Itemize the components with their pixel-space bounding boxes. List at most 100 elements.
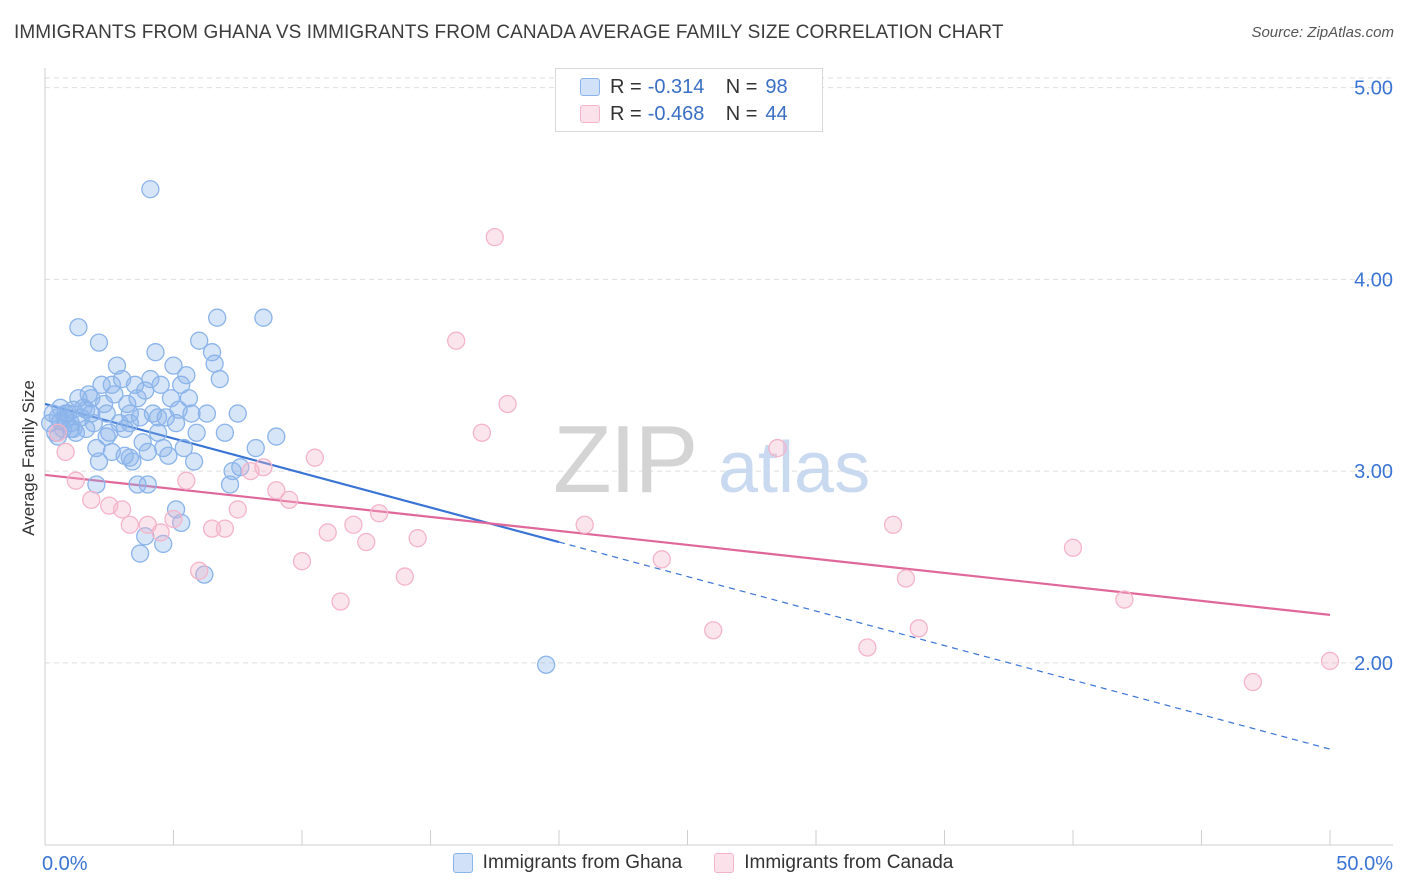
point-ghana bbox=[120, 413, 139, 433]
point-ghana bbox=[174, 438, 193, 458]
point-canada bbox=[177, 471, 196, 490]
gridlines bbox=[45, 77, 1393, 664]
chart-source: Source: ZipAtlas.com bbox=[1251, 24, 1394, 41]
point-ghana bbox=[537, 655, 556, 674]
y-tick-label: 3.00 bbox=[1354, 461, 1393, 483]
point-ghana bbox=[267, 427, 286, 446]
chart-title: IMMIGRANTS FROM GHANA VS IMMIGRANTS FROM… bbox=[14, 22, 1004, 43]
point-ghana bbox=[197, 404, 217, 423]
n-label: N = bbox=[725, 75, 758, 98]
y-tick-label: 5.00 bbox=[1354, 78, 1393, 100]
point-canada bbox=[279, 490, 299, 510]
point-canada bbox=[82, 490, 101, 510]
point-ghana bbox=[246, 438, 265, 458]
point-canada bbox=[254, 458, 273, 477]
point-ghana bbox=[141, 369, 160, 389]
watermark-atlas: atlas bbox=[718, 428, 870, 508]
point-ghana bbox=[166, 413, 186, 433]
point-canada bbox=[485, 228, 504, 247]
point-ghana bbox=[151, 375, 170, 394]
point-ghana bbox=[210, 369, 229, 389]
point-ghana bbox=[120, 404, 139, 423]
point-ghana bbox=[187, 423, 206, 442]
legend-swatch-ghana bbox=[452, 853, 473, 873]
point-ghana bbox=[184, 452, 204, 471]
legend-label-canada: Immigrants from Canada bbox=[744, 852, 954, 873]
point-ghana bbox=[177, 366, 196, 385]
point-ghana bbox=[154, 534, 173, 554]
point-canada bbox=[267, 481, 286, 500]
point-canada bbox=[292, 552, 312, 571]
point-ghana bbox=[102, 375, 121, 394]
ghana-swatch bbox=[580, 78, 600, 96]
watermark-zip: ZIP bbox=[553, 406, 696, 513]
point-ghana bbox=[82, 389, 101, 408]
point-ghana bbox=[215, 423, 235, 442]
point-ghana bbox=[138, 442, 157, 462]
n-value-ghana: 98 bbox=[765, 75, 788, 98]
legend-label-ghana: Immigrants from Ghana bbox=[482, 852, 683, 873]
point-canada bbox=[472, 423, 492, 442]
point-ghana bbox=[97, 404, 116, 423]
point-ghana bbox=[141, 180, 160, 199]
point-canada bbox=[1320, 651, 1340, 671]
point-canada bbox=[318, 523, 337, 542]
y-axis-label: Average Family Size bbox=[19, 380, 38, 536]
point-ghana bbox=[97, 427, 116, 446]
n-label: N = bbox=[725, 102, 758, 125]
point-ghana bbox=[138, 475, 157, 494]
point-canada bbox=[896, 569, 916, 588]
point-canada bbox=[66, 471, 85, 490]
point-ghana bbox=[159, 446, 178, 465]
point-canada bbox=[331, 592, 350, 611]
legend-swatch-canada bbox=[714, 853, 735, 873]
point-canada bbox=[190, 561, 209, 580]
correlation-stats-box: R = -0.314 N = 98 R = -0.468 N = 44 bbox=[555, 68, 823, 132]
r-label: R = bbox=[610, 102, 642, 125]
point-canada bbox=[305, 448, 325, 467]
point-ghana bbox=[208, 308, 227, 327]
point-canada bbox=[1115, 590, 1134, 609]
point-ghana bbox=[148, 408, 168, 427]
point-ghana bbox=[164, 356, 183, 375]
n-value-canada: 44 bbox=[765, 102, 788, 125]
point-canada bbox=[447, 331, 466, 350]
r-value-ghana: -0.314 bbox=[647, 75, 705, 98]
point-ghana bbox=[76, 400, 96, 419]
point-ghana bbox=[220, 475, 240, 494]
point-canada bbox=[652, 550, 671, 569]
point-canada bbox=[164, 509, 183, 529]
point-ghana bbox=[182, 404, 201, 423]
point-ghana bbox=[92, 375, 111, 394]
data-points bbox=[40, 180, 1340, 692]
y-tick-label: 4.00 bbox=[1354, 269, 1393, 291]
r-value-canada: -0.468 bbox=[647, 102, 705, 125]
point-canada bbox=[120, 515, 139, 534]
point-ghana bbox=[202, 343, 222, 362]
trend-line-ghana bbox=[44, 402, 560, 544]
point-canada bbox=[357, 532, 376, 552]
legend-item-ghana[interactable]: Immigrants from Ghana bbox=[452, 852, 683, 874]
axes bbox=[44, 68, 1393, 846]
trend-line-canada bbox=[44, 473, 1331, 616]
point-ghana bbox=[179, 389, 199, 408]
point-ghana bbox=[87, 475, 106, 494]
trend-lines bbox=[44, 402, 1331, 750]
legend-item-canada[interactable]: Immigrants from Canada bbox=[714, 852, 953, 874]
point-ghana bbox=[107, 356, 127, 375]
point-ghana bbox=[254, 308, 273, 327]
stats-row-ghana: R = -0.314 N = 98 bbox=[556, 73, 788, 101]
tick-labels: 2.00 3.00 4.00 5.00 0.0% 50.0% bbox=[42, 78, 1393, 875]
point-canada bbox=[498, 394, 517, 414]
point-canada bbox=[1243, 672, 1263, 692]
point-ghana bbox=[228, 404, 247, 423]
canada-swatch bbox=[580, 105, 600, 123]
stats-row-canada: R = -0.468 N = 44 bbox=[556, 100, 788, 128]
point-ghana bbox=[128, 389, 147, 408]
point-canada bbox=[395, 567, 414, 586]
point-canada bbox=[575, 515, 594, 534]
point-ghana bbox=[120, 448, 139, 467]
point-canada bbox=[112, 500, 132, 519]
point-canada bbox=[1063, 538, 1083, 557]
point-ghana bbox=[133, 433, 152, 452]
